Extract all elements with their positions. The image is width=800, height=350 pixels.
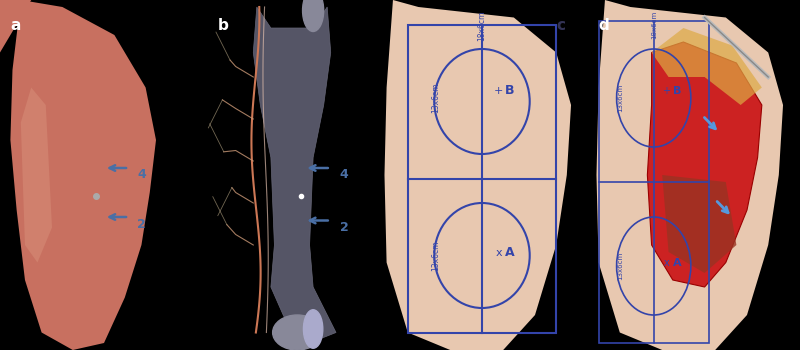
Polygon shape xyxy=(10,0,156,350)
Text: +: + xyxy=(494,86,504,97)
Text: 18x6cm: 18x6cm xyxy=(478,10,486,41)
Polygon shape xyxy=(0,0,31,52)
Text: c: c xyxy=(556,18,565,33)
Text: b: b xyxy=(218,18,229,33)
Polygon shape xyxy=(385,0,571,350)
Text: B: B xyxy=(673,86,682,97)
Polygon shape xyxy=(597,0,783,350)
Bar xyxy=(598,21,709,343)
Circle shape xyxy=(302,0,324,32)
Text: 13x6cm: 13x6cm xyxy=(617,252,622,280)
Circle shape xyxy=(303,310,323,348)
Polygon shape xyxy=(21,88,52,262)
Text: 18x6cm: 18x6cm xyxy=(650,10,657,39)
Text: 2: 2 xyxy=(339,221,348,234)
Polygon shape xyxy=(651,28,762,105)
Text: 13x6cm: 13x6cm xyxy=(617,84,622,112)
Text: +: + xyxy=(662,86,670,97)
Text: x: x xyxy=(663,258,670,268)
Ellipse shape xyxy=(273,315,322,350)
Text: d: d xyxy=(598,18,610,33)
Text: 13x6cm: 13x6cm xyxy=(431,83,440,113)
Text: B: B xyxy=(505,84,514,98)
Text: x: x xyxy=(496,247,502,258)
Text: 13x6cm: 13x6cm xyxy=(431,240,440,271)
Polygon shape xyxy=(662,175,736,273)
Bar xyxy=(408,25,556,332)
Polygon shape xyxy=(254,7,336,343)
Text: a: a xyxy=(10,18,21,33)
Polygon shape xyxy=(647,42,762,287)
Text: 2: 2 xyxy=(138,217,146,231)
Text: 4: 4 xyxy=(138,168,146,182)
Text: 4: 4 xyxy=(339,168,348,182)
Text: A: A xyxy=(505,245,514,259)
Text: A: A xyxy=(673,258,682,268)
